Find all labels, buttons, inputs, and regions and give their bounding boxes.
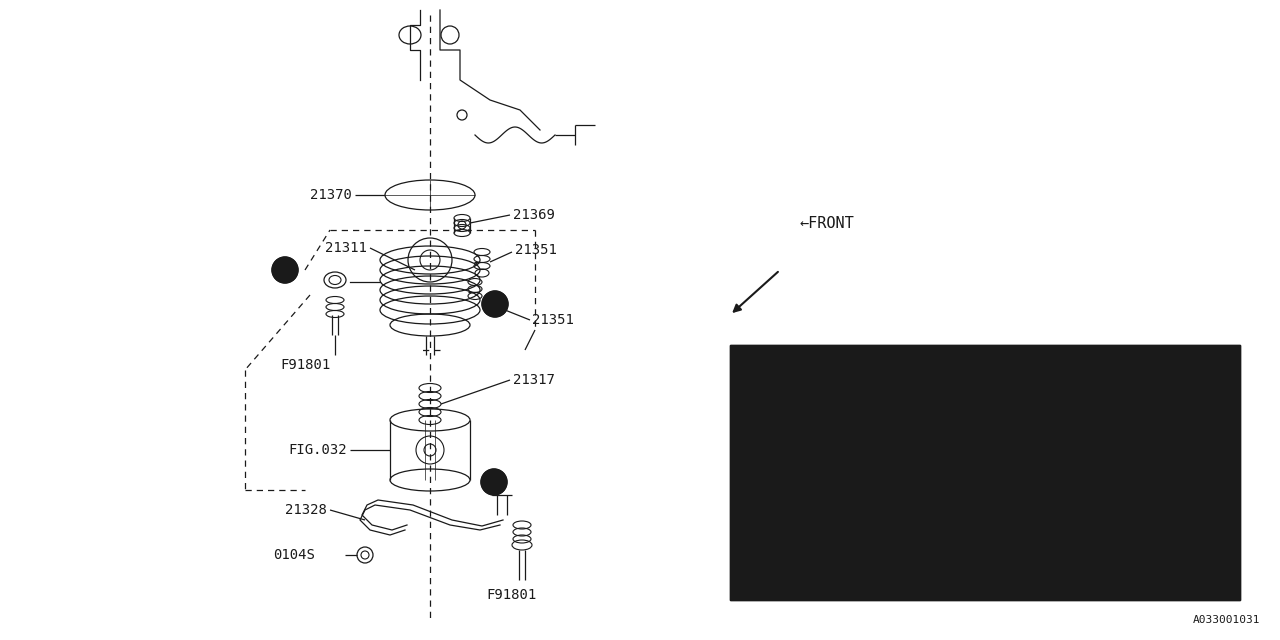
Text: 21369: 21369 (513, 208, 554, 222)
Circle shape (745, 374, 771, 401)
Circle shape (745, 460, 771, 486)
Text: F91801: F91801 (486, 588, 538, 602)
Text: H611171（’06MY0501− ）: H611171（’06MY0501− ） (794, 403, 936, 415)
Text: ←FRONT: ←FRONT (800, 216, 855, 230)
Text: H611031（’06MY0501− ）: H611031（’06MY0501− ） (794, 487, 936, 500)
Text: 21317: 21317 (513, 373, 554, 387)
Text: 21370: 21370 (310, 188, 352, 202)
Text: 21351: 21351 (515, 243, 557, 257)
Text: F91801: F91801 (280, 358, 330, 372)
Text: 21328: 21328 (285, 503, 326, 517)
Text: H611161（’06MY0501− ）: H611161（’06MY0501− ） (794, 572, 936, 585)
Text: H611031（ −’05MY0503）: H611031（ −’05MY0503） (794, 360, 936, 372)
Text: 21351: 21351 (532, 313, 573, 327)
Text: 2: 2 (754, 466, 762, 479)
Text: 2: 2 (490, 476, 498, 488)
Text: 1: 1 (492, 298, 499, 310)
Circle shape (483, 291, 508, 317)
Text: H6111　　（ −’05MY0503）: H6111 （ −’05MY0503） (794, 530, 936, 543)
Text: 1: 1 (754, 381, 762, 394)
Bar (730, 345, 1240, 600)
Text: H611131（ −’05MY0503）: H611131（ −’05MY0503） (794, 445, 936, 458)
Text: 3: 3 (282, 264, 289, 276)
Text: FIG.032: FIG.032 (288, 443, 347, 457)
Text: A033001031: A033001031 (1193, 615, 1260, 625)
Circle shape (745, 545, 771, 570)
Circle shape (481, 469, 507, 495)
Text: 21311: 21311 (325, 241, 367, 255)
Text: 0104S: 0104S (273, 548, 315, 562)
Bar (730, 345, 1240, 600)
Text: 3: 3 (754, 551, 762, 564)
Circle shape (273, 257, 298, 283)
